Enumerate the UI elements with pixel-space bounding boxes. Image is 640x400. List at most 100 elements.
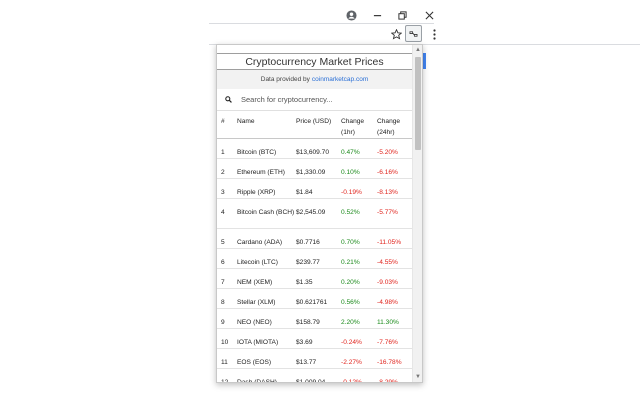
table-row[interactable]: 9 NEO (NEO) $158.79 2.20% 11.30% [217,309,412,329]
search-input[interactable] [241,95,401,104]
row-change-24hr: -8.29% [377,369,412,382]
price-table: # Name Price (USD) Change (1hr) Change (… [217,110,412,382]
row-name: Stellar (XLM) [237,299,276,306]
col-name-header[interactable]: Name [237,118,255,125]
row-rank: 12 [217,369,233,382]
restore-icon[interactable] [391,4,413,26]
row-change-1hr: 0.56% [341,299,360,306]
table-row[interactable]: 8 Stellar (XLM) $0.621761 0.56% -4.98% [217,289,412,309]
row-rank: 8 [221,299,225,306]
table-row[interactable]: 1 Bitcoin (BTC) $13,609.70 0.47% -5.20% [217,139,412,159]
row-name: EOS (EOS) [237,359,272,366]
row-change-1hr: -0.24% [341,339,362,346]
table-row[interactable]: 5 Cardano (ADA) $0.7716 0.70% -11.05% [217,229,412,249]
row-price: $158.79 [296,319,320,326]
row-price: $3.69 [296,339,313,346]
row-change-24hr: -4.98% [377,299,398,306]
row-change-1hr: -0.12% [341,369,377,382]
minimize-icon[interactable] [366,4,388,26]
close-icon[interactable] [418,4,440,26]
data-provider-note: Data provided by coinmarketcap.com [217,70,412,89]
row-change-1hr: -2.27% [341,359,362,366]
row-rank: 11 [221,359,228,366]
col-price-header[interactable]: Price (USD) [296,118,332,125]
popup-title: Cryptocurrency Market Prices [217,53,412,70]
row-price: $13,609.70 [296,149,330,156]
row-rank: 6 [221,259,225,266]
row-price: $0.621761 [296,299,328,306]
row-price: $239.77 [296,259,320,266]
row-name: Litecoin (LTC) [237,259,278,266]
table-header-row: # Name Price (USD) Change (1hr) Change (… [217,110,412,139]
row-name: IOTA (MIOTA) [237,339,279,346]
table-row[interactable]: 7 NEM (XEM) $1.35 0.20% -9.03% [217,269,412,289]
row-rank: 10 [221,339,229,346]
scroll-down-arrow-icon[interactable]: ▼ [415,374,421,380]
table-row[interactable]: 10 IOTA (MIOTA) $3.69 -0.24% -7.76% [217,329,412,349]
provider-link[interactable]: coinmarketcap.com [311,76,369,83]
row-price: $1,009.04 [296,369,341,382]
row-change-1hr: 2.20% [341,319,360,326]
row-change-1hr: 0.47% [341,149,360,156]
extension-popup: Cryptocurrency Market Prices Data provid… [216,44,423,383]
scroll-thumb[interactable] [415,57,421,150]
table-row[interactable]: 3 Ripple (XRP) $1.84 -0.19% -8.13% [217,179,412,199]
row-change-24hr: -6.16% [377,169,398,176]
account-icon[interactable] [340,4,362,26]
col-change24h-header[interactable]: Change (24hr) [377,118,401,136]
star-icon[interactable] [388,26,404,42]
row-price: $1,330.09 [296,169,326,176]
row-change-1hr: -0.19% [341,189,362,196]
row-change-24hr: 11.30% [377,319,399,326]
row-change-24hr: -16.78% [377,359,402,366]
popup-scrollbar[interactable]: ▲ ▼ [412,45,422,382]
table-row[interactable]: 12Dash (DASH)$1,009.04-0.12%-8.29% [217,369,412,382]
row-change-1hr: 0.21% [341,259,360,266]
row-rank: 4 [221,209,225,216]
row-rank: 3 [221,189,225,196]
row-name: Bitcoin (BTC) [237,149,277,156]
row-rank: 7 [221,279,225,286]
row-name: Dash (DASH) [233,369,296,382]
search-bar [217,89,412,110]
extension-icon[interactable] [405,25,422,42]
address-bar-edge [209,23,434,24]
table-row[interactable]: 11 EOS (EOS) $13.77 -2.27% -16.78% [217,349,412,369]
row-name: Bitcoin Cash (BCH) [237,209,295,216]
row-change-1hr: 0.52% [341,209,360,216]
col-rank-header[interactable]: # [221,118,225,125]
popup-content: Cryptocurrency Market Prices Data provid… [217,45,412,382]
row-name: NEO (NEO) [237,319,272,326]
row-change-1hr: 0.70% [341,239,360,246]
browser-toolbar [209,0,640,45]
row-name: Ethereum (ETH) [237,169,285,176]
col-change1h-header[interactable]: Change (1hr) [341,118,365,136]
row-change-1hr: 0.10% [341,169,360,176]
provider-prefix: Data provided by [260,76,310,83]
row-name: Cardano (ADA) [237,239,283,246]
row-price: $13.77 [296,359,317,366]
table-row[interactable]: 2 Ethereum (ETH) $1,330.09 0.10% -6.16% [217,159,412,179]
row-price: $0.7716 [296,239,320,246]
row-name: Ripple (XRP) [237,189,276,196]
row-change-24hr: -8.13% [377,189,398,196]
search-icon [219,96,237,103]
scroll-up-arrow-icon[interactable]: ▲ [415,47,421,53]
row-price: $2,545.09 [296,209,326,216]
row-change-24hr: -7.76% [377,339,398,346]
menu-icon[interactable] [426,26,442,42]
table-row[interactable]: 6 Litecoin (LTC) $239.77 0.21% -4.55% [217,249,412,269]
row-rank: 1 [221,149,225,156]
table-row[interactable]: 4 Bitcoin Cash (BCH) $2,545.09 0.52% -5.77% [217,199,412,229]
row-change-24hr: -9.03% [377,279,398,286]
row-rank: 5 [221,239,225,246]
row-change-24hr: -5.77% [377,209,398,216]
row-change-24hr: -11.05% [377,239,402,246]
page-accent-edge [423,53,426,69]
row-change-1hr: 0.20% [341,279,360,286]
row-change-24hr: -5.20% [377,149,398,156]
row-price: $1.84 [296,189,313,196]
row-change-24hr: -4.55% [377,259,398,266]
row-name: NEM (XEM) [237,279,273,286]
row-rank: 2 [221,169,225,176]
